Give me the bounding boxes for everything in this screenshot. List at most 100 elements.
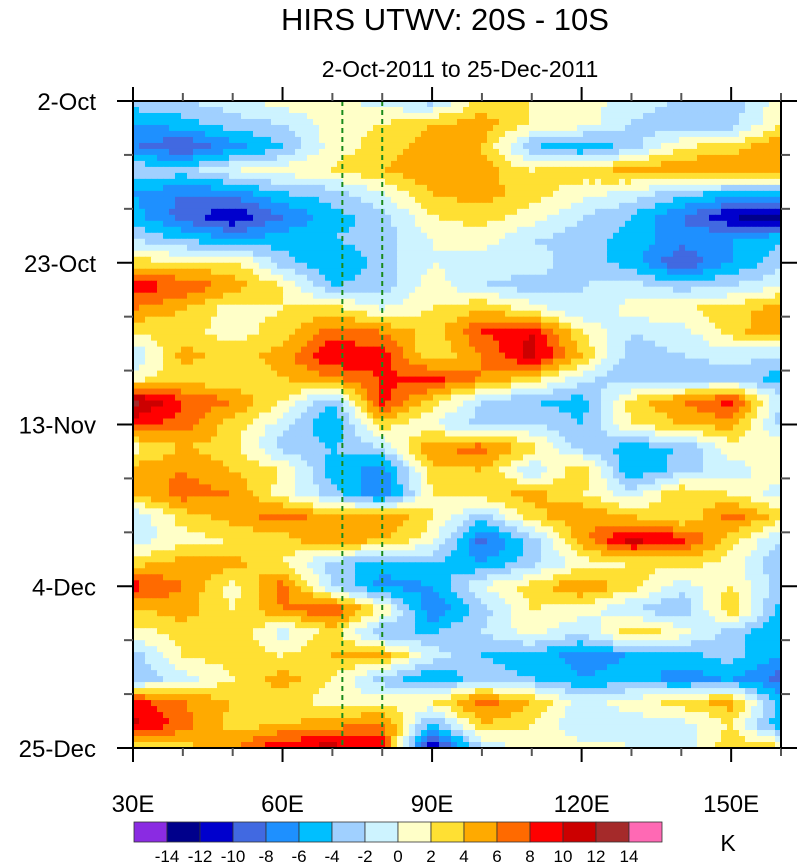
heatmap-cell (421, 184, 428, 192)
heatmap-cell (571, 280, 578, 288)
heatmap-cell (625, 118, 632, 126)
heatmap-cell (337, 268, 344, 276)
heatmap-cell (247, 298, 254, 306)
heatmap-cell (403, 190, 410, 198)
heatmap-cell (379, 304, 386, 312)
heatmap-cell (655, 148, 662, 156)
heatmap-cell (199, 208, 206, 216)
heatmap-cell (235, 256, 242, 264)
heatmap-cell (733, 130, 740, 138)
heatmap-cell (517, 304, 524, 312)
heatmap-cell (235, 154, 242, 162)
heatmap-cell (361, 250, 368, 258)
heatmap-cell (421, 304, 428, 312)
heatmap-cell (481, 136, 488, 144)
heatmap-cell (715, 370, 722, 378)
heatmap-cell (667, 364, 674, 372)
heatmap-cell (433, 112, 440, 120)
heatmap-cell (343, 298, 350, 306)
heatmap-cell (595, 112, 602, 120)
heatmap-cell (259, 358, 266, 366)
heatmap-cell (571, 316, 578, 324)
heatmap-cell (433, 106, 440, 114)
heatmap-cell (595, 220, 602, 228)
heatmap-cell (193, 232, 200, 240)
heatmap-cell (541, 118, 548, 126)
heatmap-cell (541, 328, 548, 336)
heatmap-cell (271, 208, 278, 216)
heatmap-cell (649, 220, 656, 228)
heatmap-cell (211, 130, 218, 138)
heatmap-cell (247, 238, 254, 246)
heatmap-cell (217, 160, 224, 168)
heatmap-cell (715, 340, 722, 348)
heatmap-cell (745, 190, 752, 198)
heatmap-cell (601, 238, 608, 246)
heatmap-cell (715, 220, 722, 228)
heatmap-cell (679, 262, 686, 270)
heatmap-cell (697, 154, 704, 162)
heatmap-cell (547, 166, 554, 174)
heatmap-cell (223, 178, 230, 186)
heatmap-cell (523, 142, 530, 150)
heatmap-cell (661, 124, 668, 132)
heatmap-cell (289, 190, 296, 198)
heatmap-cell (259, 220, 266, 228)
heatmap-cell (445, 202, 452, 210)
heatmap-cell (679, 268, 686, 276)
heatmap-cell (697, 364, 704, 372)
heatmap-cell (445, 370, 452, 378)
heatmap-cell (493, 172, 500, 180)
heatmap-cell (313, 292, 320, 300)
heatmap-cell (277, 244, 284, 252)
heatmap-cell (691, 196, 698, 204)
heatmap-cell (253, 178, 260, 186)
heatmap-cell (511, 364, 518, 372)
heatmap-cell (589, 346, 596, 354)
heatmap-cell (163, 196, 170, 204)
heatmap-cell (265, 208, 272, 216)
heatmap-cell (379, 220, 386, 228)
heatmap-cell (325, 250, 332, 258)
heatmap-cell (775, 346, 781, 354)
heatmap-cell (565, 106, 572, 114)
heatmap-cell (571, 124, 578, 132)
heatmap-cell (595, 334, 602, 342)
heatmap-cell (565, 286, 572, 294)
heatmap-cell (727, 130, 734, 138)
heatmap-cell (667, 172, 674, 180)
heatmap-cell (475, 136, 482, 144)
heatmap-cell (145, 322, 152, 330)
heatmap-cell (175, 274, 182, 282)
heatmap-cell (559, 340, 566, 348)
heatmap-cell (439, 358, 446, 366)
heatmap-cell (697, 130, 704, 138)
heatmap-cell (541, 286, 548, 294)
heatmap-cell (253, 268, 260, 276)
heatmap-cell (301, 160, 308, 168)
heatmap-cell (529, 370, 536, 378)
heatmap-cell (493, 322, 500, 330)
heatmap-cell (313, 208, 320, 216)
heatmap-cell (757, 274, 764, 282)
heatmap-cell (661, 136, 668, 144)
heatmap-cell (709, 340, 716, 348)
heatmap-cell (205, 328, 212, 336)
heatmap-cell (463, 130, 470, 138)
heatmap-cell (613, 322, 620, 330)
heatmap-cell (433, 130, 440, 138)
heatmap-cell (715, 166, 722, 174)
heatmap-cell (583, 268, 590, 276)
heatmap-cell (529, 256, 536, 264)
heatmap-cell (475, 322, 482, 330)
heatmap-cell (763, 160, 770, 168)
heatmap-cell (715, 358, 722, 366)
heatmap-cell (421, 370, 428, 378)
heatmap-cell (469, 220, 476, 228)
heatmap-cell (577, 130, 584, 138)
heatmap-cell (385, 136, 392, 144)
heatmap-cell (403, 148, 410, 156)
heatmap-cell (223, 328, 230, 336)
heatmap-cell (721, 196, 728, 204)
heatmap-cell (721, 322, 728, 330)
